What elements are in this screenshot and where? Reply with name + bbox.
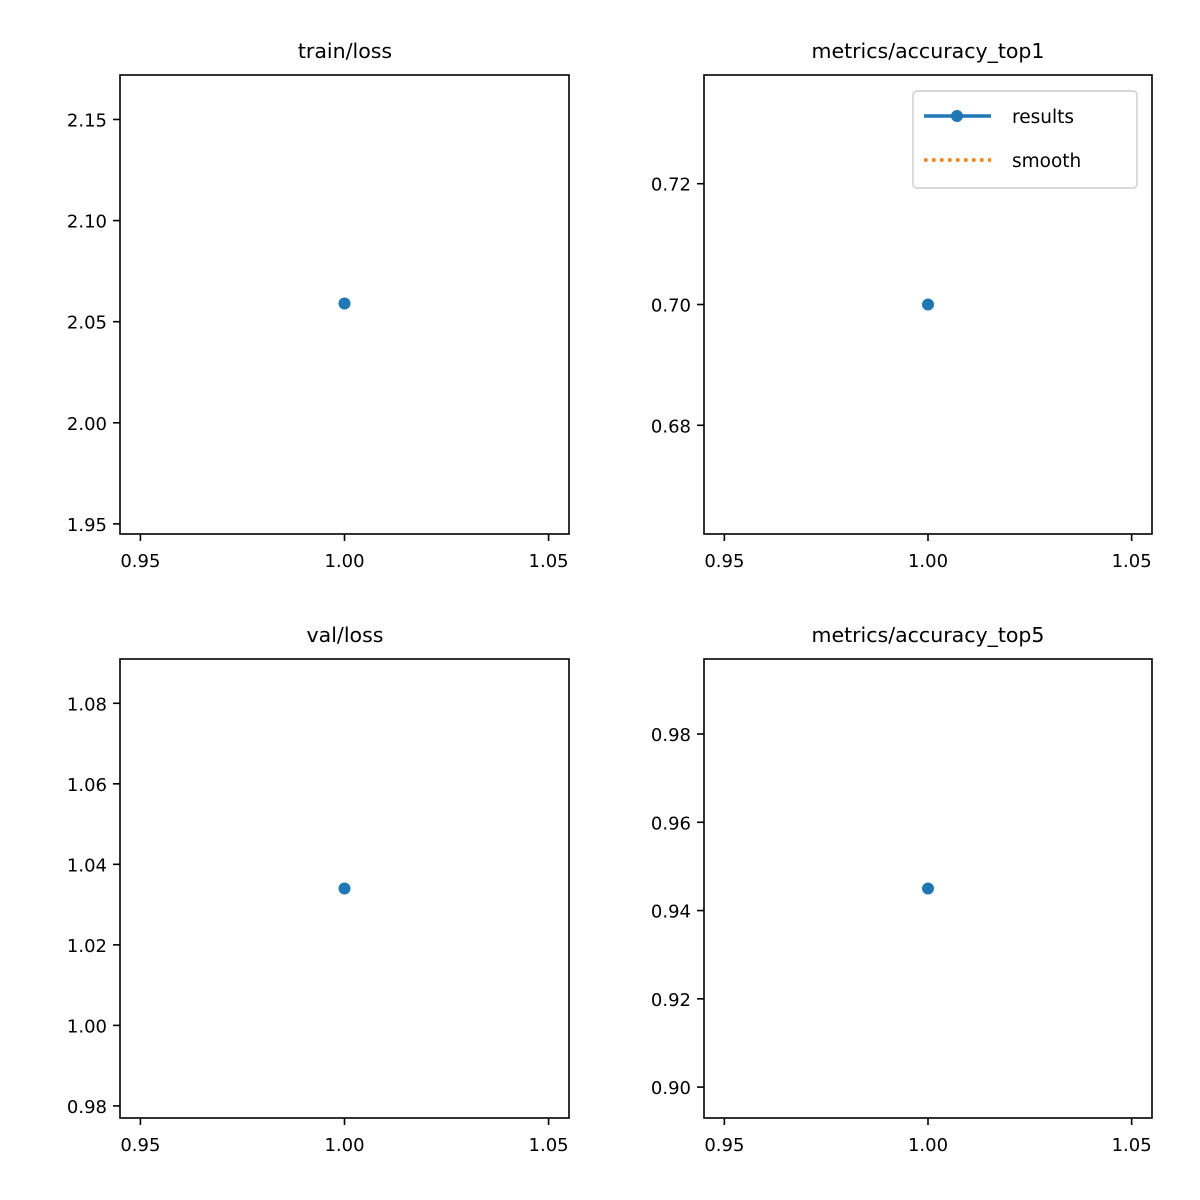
legend-box [912,90,1138,189]
subplot-train-loss: train/loss 0.95 1.00 1.05 1.95 2.00 2.05 2.10 2… [67,39,570,572]
x-tick-label: 0.95 [704,551,744,572]
plot-frame [703,74,1153,535]
axis-ticks: 0.95 1.00 1.05 0.68 0.70 0.72 [651,175,1152,572]
y-tick-label: 1.00 [67,1016,107,1037]
y-tick-label: 2.15 [67,110,107,131]
data-markers [922,882,934,895]
x-tick-label: 1.05 [1112,1135,1152,1156]
data-point-results [922,298,934,311]
y-tick-label: 2.05 [67,313,107,334]
data-point-results [922,882,934,895]
plot-frame [119,74,570,535]
y-tick-label: 2.10 [67,212,107,233]
subplot-accuracy-top5: metrics/accuracy_top5 0.95 1.00 1.050.900.… [651,623,1153,1156]
subplot-title: metrics/accuracy_top5 [812,623,1045,648]
y-tick-label: 0.94 [651,902,691,923]
legend-label: results [1012,107,1074,128]
subplot-title: train/loss [298,39,392,63]
legend-entry-results: results [924,107,1074,128]
y-tick-label: 0.70 [651,296,691,317]
legend-label: smooth [1012,151,1081,172]
y-tick-label: 2.00 [67,414,107,435]
x-tick-label: 1.05 [529,1135,569,1156]
subplot-accuracy-top1: metrics/accuracy_top1 0.95 1.00 1.050.680.… [651,39,1153,572]
y-tick-label: 0.98 [651,725,691,746]
x-tick-label: 1.00 [908,551,948,572]
y-tick-label: 0.90 [651,1078,691,1099]
legend-entry-smooth: smooth [924,151,1081,172]
y-tick-label: 0.68 [651,416,691,437]
data-markers [338,882,351,895]
y-tick-label: 1.04 [67,855,107,876]
y-tick-label: 0.96 [651,813,691,834]
data-point-results [338,882,351,895]
x-tick-label: 0.95 [704,1135,744,1156]
axis-ticks: 0.95 1.00 1.05 0.90 0.92 0.94 0.96 0.98 [651,725,1152,1156]
y-tick-label: 1.02 [67,936,107,957]
plot-frame [703,658,1153,1119]
x-tick-label: 1.05 [1112,551,1152,572]
x-tick-label: 1.05 [529,551,569,572]
y-tick-label: 0.92 [651,990,691,1011]
data-point-results [338,297,351,310]
subplot-title: val/loss [307,623,384,647]
x-tick-label: 0.95 [120,551,160,572]
x-tick-label: 1.00 [908,1135,948,1156]
data-markers [922,298,934,311]
subplot-title: metrics/accuracy_top1 [812,39,1045,64]
y-tick-label: 1.08 [67,694,107,715]
y-tick-label: 0.98 [67,1097,107,1118]
legend: results smooth [912,90,1138,189]
axis-ticks: 0.95 1.00 1.05 1.95 2.00 2.05 2.10 2.15 [67,110,569,572]
x-tick-label: 1.00 [324,551,364,572]
x-tick-label: 1.00 [324,1135,364,1156]
y-tick-label: 1.06 [67,775,107,796]
plot-frame [119,658,570,1119]
subplot-val-loss: val/loss 0.95 1.00 1.05 0.98 1.00 1.02 1.04 1.0… [67,623,570,1156]
data-markers [338,297,351,310]
y-tick-label: 1.95 [67,515,107,536]
y-tick-label: 0.72 [651,175,691,196]
axis-ticks: 0.95 1.00 1.05 0.98 1.00 1.02 1.04 1.06 1.08 [67,694,569,1156]
legend-results-marker [951,110,963,122]
x-tick-label: 0.95 [120,1135,160,1156]
